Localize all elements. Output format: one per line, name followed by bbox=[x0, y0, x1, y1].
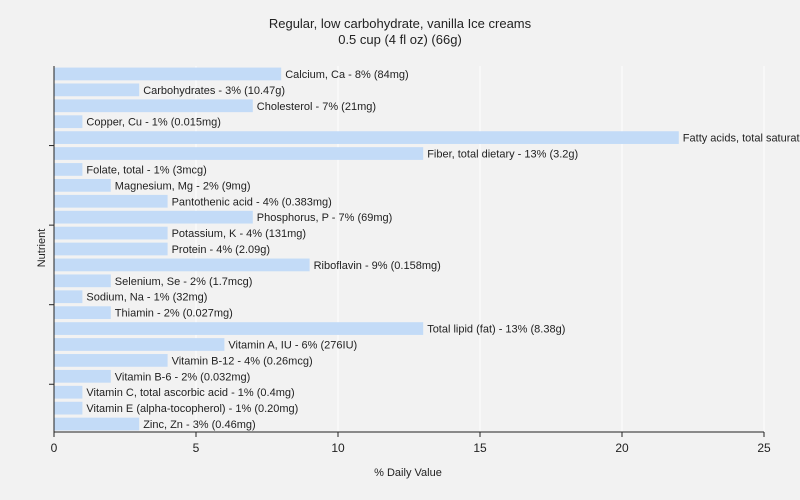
axes: 0 5 10 15 20 25 bbox=[49, 66, 771, 455]
chart-subtitle: 0.5 cup (4 fl oz) (66g) bbox=[338, 32, 462, 47]
x-tick-label: 25 bbox=[757, 441, 771, 455]
bar bbox=[54, 67, 282, 81]
bar bbox=[54, 147, 424, 160]
bar bbox=[54, 322, 424, 335]
bar bbox=[54, 369, 111, 383]
bar-label: Sodium, Na - 1% (32mg) bbox=[86, 292, 207, 304]
bar bbox=[54, 417, 140, 431]
bar-label: Vitamin B-6 - 2% (0.032mg) bbox=[115, 371, 251, 383]
bar bbox=[54, 178, 111, 192]
bar-label: Fatty acids, total saturated - 22% (4.48… bbox=[683, 133, 800, 145]
bar-label: Copper, Cu - 1% (0.015mg) bbox=[86, 117, 221, 129]
bar bbox=[54, 194, 168, 208]
bar-label: Thiamin - 2% (0.027mg) bbox=[115, 308, 233, 320]
bar-label: Vitamin B-12 - 4% (0.26mcg) bbox=[172, 355, 313, 367]
bar bbox=[54, 226, 168, 240]
x-tick-label: 0 bbox=[51, 441, 58, 455]
bars bbox=[54, 67, 679, 431]
x-tick-label: 5 bbox=[193, 441, 200, 455]
bar bbox=[54, 385, 83, 399]
bar bbox=[54, 274, 111, 288]
bar-label: Protein - 4% (2.09g) bbox=[172, 244, 270, 256]
bar-label: Vitamin E (alpha-tocopherol) - 1% (0.20m… bbox=[86, 403, 298, 415]
bar-label: Pantothenic acid - 4% (0.383mg) bbox=[172, 196, 332, 208]
bar-label: Selenium, Se - 2% (1.7mcg) bbox=[115, 276, 253, 288]
bar bbox=[54, 306, 111, 320]
bar-label: Fiber, total dietary - 13% (3.2g) bbox=[427, 149, 578, 161]
bar bbox=[54, 210, 253, 224]
x-tick-label: 10 bbox=[331, 441, 345, 455]
chart-title: Regular, low carbohydrate, vanilla Ice c… bbox=[269, 16, 532, 31]
bar bbox=[54, 354, 168, 367]
bar bbox=[54, 163, 83, 176]
bar bbox=[54, 290, 83, 304]
bar-label: Total lipid (fat) - 13% (8.38g) bbox=[427, 324, 565, 336]
y-axis-title: Nutrient bbox=[36, 229, 48, 268]
bar-label: Zinc, Zn - 3% (0.46mg) bbox=[143, 419, 255, 431]
bar-label: Cholesterol - 7% (21mg) bbox=[257, 101, 376, 113]
bar bbox=[54, 115, 83, 129]
bar bbox=[54, 258, 310, 272]
bar-label: Carbohydrates - 3% (10.47g) bbox=[143, 85, 285, 97]
bar bbox=[54, 401, 83, 415]
bar bbox=[54, 99, 253, 113]
x-tick-label: 15 bbox=[473, 441, 487, 455]
bar bbox=[54, 83, 140, 97]
bar-label: Magnesium, Mg - 2% (9mg) bbox=[115, 180, 251, 192]
bar bbox=[54, 131, 679, 144]
bar-labels: Calcium, Ca - 8% (84mg)Carbohydrates - 3… bbox=[86, 69, 800, 431]
bar bbox=[54, 242, 168, 256]
bar-label: Potassium, K - 4% (131mg) bbox=[172, 228, 307, 240]
bar-label: Folate, total - 1% (3mcg) bbox=[86, 164, 206, 176]
x-tick-label: 20 bbox=[615, 441, 629, 455]
bar bbox=[54, 338, 225, 351]
x-axis-title: % Daily Value bbox=[374, 467, 442, 479]
bar-label: Calcium, Ca - 8% (84mg) bbox=[285, 69, 408, 81]
grid-lines bbox=[195, 66, 765, 432]
bar-label: Riboflavin - 9% (0.158mg) bbox=[314, 260, 441, 272]
bar-label: Phosphorus, P - 7% (69mg) bbox=[257, 212, 393, 224]
bar-label: Vitamin C, total ascorbic acid - 1% (0.4… bbox=[86, 387, 294, 399]
bar-label: Vitamin A, IU - 6% (276IU) bbox=[228, 339, 357, 351]
